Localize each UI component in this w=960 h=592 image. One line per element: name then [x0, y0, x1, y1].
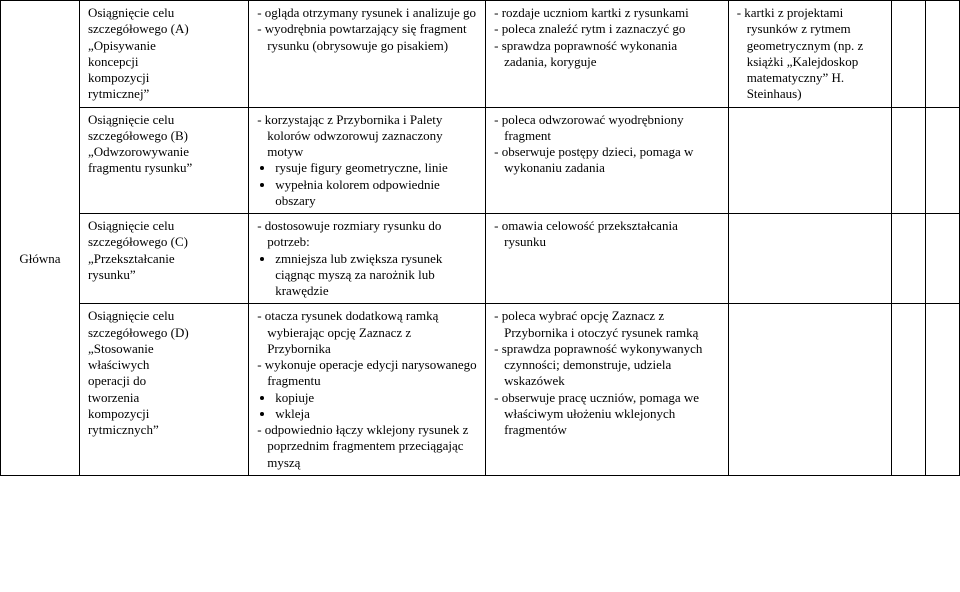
obj-a-l4: kompozycji [88, 70, 240, 86]
obj-d-l6: kompozycji [88, 406, 240, 422]
obj-a-l2: „Opisywanie [88, 38, 240, 54]
sa-d-1: - wykonuje operacje edycji narysowanego … [257, 357, 477, 390]
table-row: Osiągnięcie celu szczegółowego (A) „Opis… [1, 1, 960, 108]
obj-b-l3: fragmentu rysunku” [88, 160, 240, 176]
ta-d-0: - poleca wybrać opcję Zaznacz z Przyborn… [494, 308, 720, 341]
ta-a-0: - rozdaje uczniom kartki z rysunkami [494, 5, 720, 21]
sa-b-0: - korzystając z Przybornika i Palety kol… [257, 112, 477, 161]
materials-cell: - kartki z projektami rysunków z rytmem … [728, 1, 892, 108]
empty-cell [926, 1, 960, 108]
empty-cell [926, 107, 960, 214]
bullet-list: zmniejsza lub zwiększa rysunek ciągnąc m… [275, 251, 477, 300]
materials-cell [728, 107, 892, 214]
teacher-actions-cell: - poleca odwzorować wyodrębniony fragmen… [486, 107, 729, 214]
ta-b-0: - poleca odwzorować wyodrębniony fragmen… [494, 112, 720, 145]
sa-a-0: - ogląda otrzymany rysunek i analizuje g… [257, 5, 477, 21]
teacher-actions-cell: - poleca wybrać opcję Zaznacz z Przyborn… [486, 304, 729, 476]
sa-c-0: - dostosowuje rozmiary rysunku do potrze… [257, 218, 477, 251]
obj-a-l0: Osiągnięcie celu [88, 5, 240, 21]
phase-cell-label: Główna [1, 214, 80, 304]
teacher-actions-cell: - omawia celowość przekształcania rysunk… [486, 214, 729, 304]
table-row: Osiągnięcie celu szczegółowego (D) „Stos… [1, 304, 960, 476]
ta-d-1: - sprawdza poprawność wykonywanych czynn… [494, 341, 720, 390]
student-actions-cell: - otacza rysunek dodatkową ramką wybiera… [249, 304, 486, 476]
materials-cell [728, 214, 892, 304]
empty-cell [892, 214, 926, 304]
phase-cell-top [1, 1, 80, 108]
sa-c-b0: zmniejsza lub zwiększa rysunek ciągnąc m… [275, 251, 477, 300]
empty-cell [926, 304, 960, 476]
mat-a-0: - kartki z projektami rysunków z rytmem … [737, 5, 884, 103]
table-row: Osiągnięcie celu szczegółowego (B) „Odwz… [1, 107, 960, 214]
obj-c-l0: Osiągnięcie celu [88, 218, 240, 234]
bullet-list: kopiuje wkleja [275, 390, 477, 423]
obj-d-l7: rytmicznych” [88, 422, 240, 438]
sa-d-b0: kopiuje [275, 390, 477, 406]
bullet-list: rysuje figury geometryczne, linie wypełn… [275, 160, 477, 209]
student-actions-cell: - ogląda otrzymany rysunek i analizuje g… [249, 1, 486, 108]
objective-cell: Osiągnięcie celu szczegółowego (C) „Prze… [79, 214, 248, 304]
obj-d-l5: tworzenia [88, 390, 240, 406]
ta-d-2: - obserwuje pracę uczniów, pomaga we wła… [494, 390, 720, 439]
obj-b-l2: „Odwzorowywanie [88, 144, 240, 160]
objective-cell: Osiągnięcie celu szczegółowego (D) „Stos… [79, 304, 248, 476]
obj-a-l3: koncepcji [88, 54, 240, 70]
table-row: Główna Osiągnięcie celu szczegółowego (C… [1, 214, 960, 304]
sa-d-2: - odpowiednio łączy wklejony rysunek z p… [257, 422, 477, 471]
lesson-plan-table: Osiągnięcie celu szczegółowego (A) „Opis… [0, 0, 960, 476]
sa-a-1: - wyodrębnia powtarzający się fragment r… [257, 21, 477, 54]
empty-cell [892, 304, 926, 476]
empty-cell [892, 1, 926, 108]
ta-a-1: - poleca znaleźć rytm i zaznaczyć go [494, 21, 720, 37]
obj-a-l5: rytmicznej” [88, 86, 240, 102]
obj-d-l4: operacji do [88, 373, 240, 389]
obj-b-l0: Osiągnięcie celu [88, 112, 240, 128]
obj-a-l1: szczegółowego (A) [88, 21, 240, 37]
materials-cell [728, 304, 892, 476]
sa-d-0: - otacza rysunek dodatkową ramką wybiera… [257, 308, 477, 357]
phase-label: Główna [19, 251, 60, 266]
sa-d-b1: wkleja [275, 406, 477, 422]
ta-a-2: - sprawdza poprawność wykonania zadania,… [494, 38, 720, 71]
obj-d-l1: szczegółowego (D) [88, 325, 240, 341]
obj-d-l3: właściwych [88, 357, 240, 373]
obj-b-l1: szczegółowego (B) [88, 128, 240, 144]
ta-b-1: - obserwuje postępy dzieci, pomaga w wyk… [494, 144, 720, 177]
ta-c-0: - omawia celowość przekształcania rysunk… [494, 218, 720, 251]
empty-cell [926, 214, 960, 304]
student-actions-cell: - dostosowuje rozmiary rysunku do potrze… [249, 214, 486, 304]
obj-d-l0: Osiągnięcie celu [88, 308, 240, 324]
teacher-actions-cell: - rozdaje uczniom kartki z rysunkami - p… [486, 1, 729, 108]
objective-cell: Osiągnięcie celu szczegółowego (B) „Odwz… [79, 107, 248, 214]
empty-cell [892, 107, 926, 214]
sa-b-b1: wypełnia kolorem odpowiednie obszary [275, 177, 477, 210]
obj-c-l1: szczegółowego (C) [88, 234, 240, 250]
phase-cell-mid [1, 107, 80, 214]
student-actions-cell: - korzystając z Przybornika i Palety kol… [249, 107, 486, 214]
obj-d-l2: „Stosowanie [88, 341, 240, 357]
obj-c-l2: „Przekształcanie [88, 251, 240, 267]
sa-b-b0: rysuje figury geometryczne, linie [275, 160, 477, 176]
obj-c-l3: rysunku” [88, 267, 240, 283]
phase-cell-bottom [1, 304, 80, 476]
objective-cell: Osiągnięcie celu szczegółowego (A) „Opis… [79, 1, 248, 108]
